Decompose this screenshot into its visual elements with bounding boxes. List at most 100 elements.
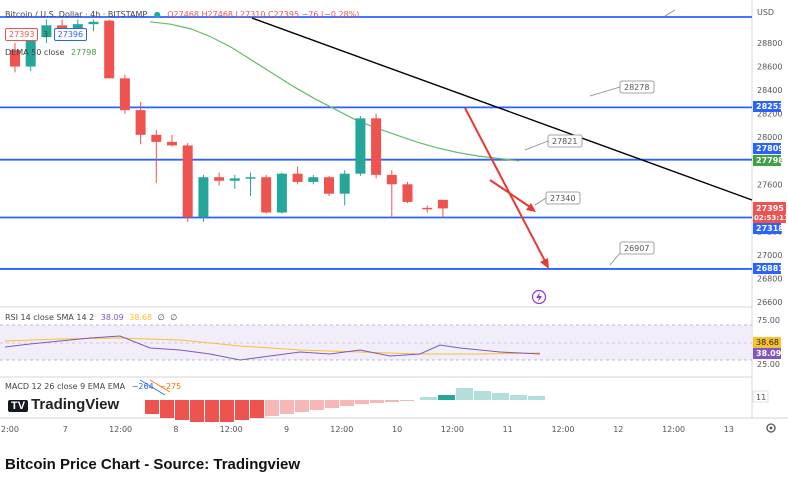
- time-tick: 12: [613, 425, 623, 434]
- time-tick: 12:00: [551, 425, 574, 434]
- macd-bar: [438, 395, 455, 400]
- candle-body[interactable]: [104, 20, 115, 79]
- rsi-value-label: 38.09: [756, 349, 782, 358]
- callout-27340[interactable]: [545, 191, 581, 205]
- dema-50-line[interactable]: [149, 21, 520, 162]
- label-27318: 27318: [756, 224, 784, 233]
- macd-bar: [325, 400, 339, 408]
- long-projection-arrow: [464, 107, 547, 264]
- price-tick: 26600: [757, 298, 782, 307]
- figure-caption: Bitcoin Price Chart - Source: Tradingvie…: [5, 456, 301, 473]
- macd-tick: 11: [756, 393, 766, 402]
- gear-icon[interactable]: [766, 423, 776, 433]
- price-axis-labels[interactable]: 28253 27809 27798 27395 02:53:11 27318 2…: [753, 101, 788, 274]
- candle-body[interactable]: [229, 178, 240, 181]
- candle-body[interactable]: [324, 177, 334, 194]
- macd-legend[interactable]: MACD 12 26 close 9 EMA EMA −264 −275: [5, 382, 181, 391]
- macd-bar: [160, 400, 174, 418]
- macd-bar: [145, 400, 159, 414]
- candle-body[interactable]: [25, 37, 36, 67]
- candle-body[interactable]: [214, 177, 225, 181]
- macd-bar: [250, 400, 264, 418]
- macd-bar: [385, 400, 399, 402]
- label-28253: 28253: [756, 102, 784, 111]
- macd-bar: [265, 400, 279, 416]
- candle-body[interactable]: [198, 177, 209, 218]
- macd-bar: [528, 396, 545, 400]
- rsi-band: [0, 325, 752, 360]
- time-tick: 11: [503, 425, 513, 434]
- macd-label: MACD 12 26 close 9 EMA EMA: [5, 382, 126, 391]
- rsi-panel[interactable]: 75.00 25.00 38.68 38.09: [0, 316, 782, 369]
- candle-body[interactable]: [135, 110, 146, 135]
- price-tick: 28400: [757, 86, 782, 95]
- trade-buttons[interactable]: 27393 3 27396: [5, 28, 89, 41]
- candle-body[interactable]: [292, 173, 303, 182]
- macd-bar: [295, 400, 309, 412]
- dema-value: 27798: [71, 48, 97, 57]
- callout-27821[interactable]: [547, 134, 583, 148]
- candle-body[interactable]: [151, 134, 162, 142]
- rsi-legend[interactable]: RSI 14 close SMA 14 2 38.09 38.68 ∅ ∅: [5, 313, 177, 322]
- candles[interactable]: [10, 19, 448, 222]
- candle-body[interactable]: [245, 177, 256, 179]
- candle-body[interactable]: [72, 24, 83, 32]
- callout-27340-text: 27340: [550, 194, 575, 203]
- callout-28278[interactable]: [619, 80, 655, 94]
- time-axis[interactable]: 2:00 7 12:00 8 12:00 9 12:00 10 12:00 11 12:00 12 12…: [1, 425, 734, 434]
- candle-body[interactable]: [402, 184, 413, 202]
- time-tick: 12:00: [441, 425, 464, 434]
- macd-bar: [310, 400, 324, 410]
- candle-body[interactable]: [371, 118, 382, 175]
- candle-body[interactable]: [167, 141, 177, 146]
- lightning-icon[interactable]: [531, 289, 547, 305]
- candle-body[interactable]: [119, 78, 130, 111]
- candle-body[interactable]: [355, 118, 366, 174]
- callout-26907[interactable]: [619, 241, 655, 255]
- candle-body[interactable]: [261, 177, 272, 213]
- descending-trendline[interactable]: [251, 17, 753, 201]
- candle-body[interactable]: [41, 25, 52, 38]
- rsi-line: [4, 335, 541, 361]
- tradingview-logo-icon: TV: [8, 400, 29, 412]
- candle-body[interactable]: [88, 21, 99, 25]
- time-tick: 12:00: [109, 425, 132, 434]
- macd-value: −264: [131, 382, 154, 391]
- candle-body[interactable]: [437, 199, 448, 209]
- macd-histogram[interactable]: [145, 388, 545, 422]
- projection-arrows[interactable]: [464, 107, 549, 269]
- currency-label[interactable]: USD: [757, 8, 774, 17]
- sell-button[interactable]: 27393: [5, 28, 39, 41]
- dema-legend[interactable]: DEMA 50 close 27798: [5, 48, 96, 57]
- candle-body[interactable]: [308, 177, 319, 182]
- candle-body[interactable]: [339, 173, 350, 194]
- time-tick: 7: [63, 425, 68, 434]
- macd-bar: [420, 397, 437, 400]
- candle-body[interactable]: [422, 207, 433, 210]
- tradingview-logo[interactable]: TV TradingView: [8, 396, 119, 413]
- symbol-header[interactable]: Bitcoin / U.S. Dollar · 4h · BITSTAMP ● …: [5, 10, 359, 19]
- symbol-title[interactable]: Bitcoin / U.S. Dollar · 4h · BITSTAMP: [5, 10, 148, 19]
- price-tick: 27000: [757, 251, 782, 260]
- callout-28278-text: 28278: [624, 83, 649, 92]
- macd-bar: [205, 400, 219, 422]
- candle-body[interactable]: [10, 50, 20, 67]
- buy-button[interactable]: 27396: [53, 28, 88, 41]
- spread-value: 3: [43, 30, 49, 39]
- macd-bar: [175, 400, 189, 420]
- rsi-value: 38.09: [100, 313, 124, 322]
- arrowhead-icon: [540, 258, 549, 269]
- price-tick: 28800: [757, 39, 782, 48]
- callouts[interactable]: 28278 27821 27340 26907: [524, 9, 676, 266]
- callout-27821-text: 27821: [552, 137, 577, 146]
- callout-26907-text: 26907: [624, 244, 649, 253]
- candle-body[interactable]: [182, 145, 193, 218]
- candle-body[interactable]: [276, 173, 287, 213]
- price-tick: 28000: [757, 133, 782, 142]
- macd-bar: [220, 400, 234, 422]
- ohlc-values: O27468 H27468 L27310 C27395 −76 (−0.28%): [167, 10, 360, 19]
- candle-body[interactable]: [386, 174, 397, 185]
- macd-bar: [456, 388, 473, 400]
- label-27395: 27395: [756, 204, 784, 213]
- dema-label: DEMA 50 close: [5, 48, 65, 57]
